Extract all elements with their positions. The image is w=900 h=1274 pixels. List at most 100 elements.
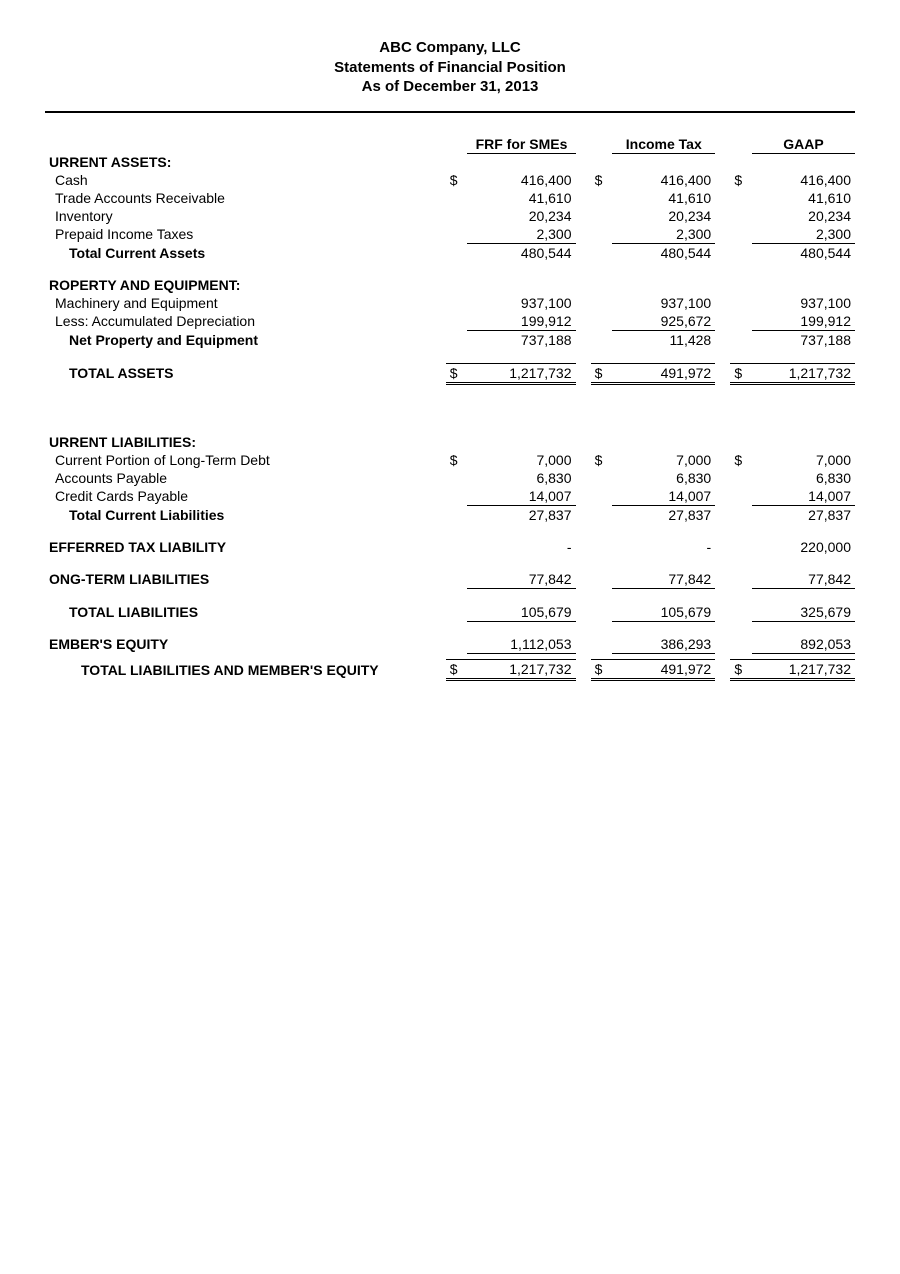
cell-value: 77,842	[752, 570, 855, 589]
row-grand-total: TOTAL LIABILITIES AND MEMBER'S EQUITY $1…	[45, 660, 855, 680]
row-longterm-liab: ONG-TERM LIABILITIES 77,842 77,842 77,84…	[45, 570, 855, 589]
col-hdr-incometax: Income Tax	[612, 135, 715, 154]
cell-value: 41,610	[467, 189, 575, 207]
cell-value: 14,007	[612, 487, 715, 506]
row-label: Net Property and Equipment	[45, 331, 446, 350]
cell-value: 416,400	[467, 171, 575, 189]
report-title: Statements of Financial Position	[45, 58, 855, 78]
cell-value: 20,234	[467, 207, 575, 225]
cell-value: 199,912	[467, 312, 575, 331]
financial-statement: ABC Company, LLC Statements of Financial…	[0, 0, 900, 721]
cell-value: 27,837	[752, 506, 855, 525]
row-label: Less: Accumulated Depreciation	[45, 312, 446, 331]
row-label: Prepaid Income Taxes	[45, 225, 446, 244]
cell-value: 20,234	[612, 207, 715, 225]
cell-value: 937,100	[612, 294, 715, 312]
row-current-ltd: Current Portion of Long-Term Debt $7,000…	[45, 451, 855, 469]
cell-value: 737,188	[752, 331, 855, 350]
row-members-equity: EMBER'S EQUITY 1,112,053 386,293 892,053	[45, 635, 855, 654]
col-hdr-gaap: GAAP	[752, 135, 855, 154]
cell-value: 480,544	[467, 244, 575, 263]
row-total-liabilities: TOTAL LIABILITIES 105,679 105,679 325,67…	[45, 603, 855, 622]
cell-value: 1,217,732	[467, 660, 575, 680]
cell-value: 480,544	[752, 244, 855, 263]
cell-value: 937,100	[467, 294, 575, 312]
row-prepaid: Prepaid Income Taxes 2,300 2,300 2,300	[45, 225, 855, 244]
cell-value: 1,217,732	[752, 660, 855, 680]
currency-sym: $	[591, 363, 613, 383]
section-heading: EMBER'S EQUITY	[45, 635, 446, 654]
row-total-current-liab: Total Current Liabilities 27,837 27,837 …	[45, 506, 855, 525]
cell-value: 1,217,732	[752, 363, 855, 383]
cell-value: 105,679	[612, 603, 715, 622]
row-total-assets: TOTAL ASSETS $1,217,732 $491,972 $1,217,…	[45, 363, 855, 383]
row-machinery: Machinery and Equipment 937,100 937,100 …	[45, 294, 855, 312]
report-asof: As of December 31, 2013	[45, 77, 855, 97]
cell-value: 7,000	[612, 451, 715, 469]
cell-value: 480,544	[612, 244, 715, 263]
currency-sym: $	[591, 660, 613, 680]
cell-value: -	[612, 538, 715, 556]
cell-value: 7,000	[752, 451, 855, 469]
section-heading: EFFERRED TAX LIABILITY	[45, 538, 446, 556]
currency-sym: $	[446, 660, 468, 680]
row-label: Trade Accounts Receivable	[45, 189, 446, 207]
cell-value: 20,234	[752, 207, 855, 225]
currency-sym: $	[730, 451, 752, 469]
cell-value: 6,830	[467, 469, 575, 487]
cell-value: 11,428	[612, 331, 715, 350]
row-label: Machinery and Equipment	[45, 294, 446, 312]
row-inventory: Inventory 20,234 20,234 20,234	[45, 207, 855, 225]
row-label: Current Portion of Long-Term Debt	[45, 451, 446, 469]
row-label: TOTAL ASSETS	[45, 363, 446, 383]
cell-value: 6,830	[612, 469, 715, 487]
cell-value: 199,912	[752, 312, 855, 331]
cell-value: 491,972	[612, 363, 715, 383]
row-label: TOTAL LIABILITIES AND MEMBER'S EQUITY	[45, 660, 446, 680]
section-current-assets: URRENT ASSETS:	[45, 153, 855, 171]
row-label: Total Current Assets	[45, 244, 446, 263]
currency-sym: $	[446, 171, 468, 189]
header-rule	[45, 111, 855, 113]
currency-sym: $	[591, 171, 613, 189]
section-heading: ROPERTY AND EQUIPMENT:	[45, 276, 446, 294]
cell-value: 220,000	[752, 538, 855, 556]
row-label: Cash	[45, 171, 446, 189]
cell-value: 2,300	[752, 225, 855, 244]
company-name: ABC Company, LLC	[45, 38, 855, 58]
cell-value: 416,400	[752, 171, 855, 189]
cell-value: 77,842	[467, 570, 575, 589]
cell-value: 77,842	[612, 570, 715, 589]
section-property-equipment: ROPERTY AND EQUIPMENT:	[45, 276, 855, 294]
currency-sym: $	[730, 363, 752, 383]
cell-value: 386,293	[612, 635, 715, 654]
section-current-liabilities: URRENT LIABILITIES:	[45, 433, 855, 451]
cell-value: 325,679	[752, 603, 855, 622]
cell-value: 925,672	[612, 312, 715, 331]
cell-value: 1,112,053	[467, 635, 575, 654]
cell-value: 27,837	[467, 506, 575, 525]
cell-value: 14,007	[467, 487, 575, 506]
cell-value: 892,053	[752, 635, 855, 654]
cell-value: 2,300	[467, 225, 575, 244]
cell-value: 2,300	[612, 225, 715, 244]
currency-sym: $	[446, 363, 468, 383]
row-label: Inventory	[45, 207, 446, 225]
col-hdr-frf: FRF for SMEs	[467, 135, 575, 154]
cell-value: 41,610	[752, 189, 855, 207]
row-total-current-assets: Total Current Assets 480,544 480,544 480…	[45, 244, 855, 263]
row-cash: Cash $416,400 $416,400 $416,400	[45, 171, 855, 189]
financial-table: FRF for SMEs Income Tax GAAP URRENT ASSE…	[45, 135, 855, 682]
row-ar: Trade Accounts Receivable 41,610 41,610 …	[45, 189, 855, 207]
cell-value: 416,400	[612, 171, 715, 189]
section-heading: ONG-TERM LIABILITIES	[45, 570, 446, 589]
report-header: ABC Company, LLC Statements of Financial…	[45, 38, 855, 97]
currency-sym: $	[730, 660, 752, 680]
row-label: Total Current Liabilities	[45, 506, 446, 525]
row-label: TOTAL LIABILITIES	[45, 603, 446, 622]
currency-sym: $	[446, 451, 468, 469]
cell-value: 27,837	[612, 506, 715, 525]
row-accdep: Less: Accumulated Depreciation 199,912 9…	[45, 312, 855, 331]
cell-value: 1,217,732	[467, 363, 575, 383]
row-ap: Accounts Payable 6,830 6,830 6,830	[45, 469, 855, 487]
